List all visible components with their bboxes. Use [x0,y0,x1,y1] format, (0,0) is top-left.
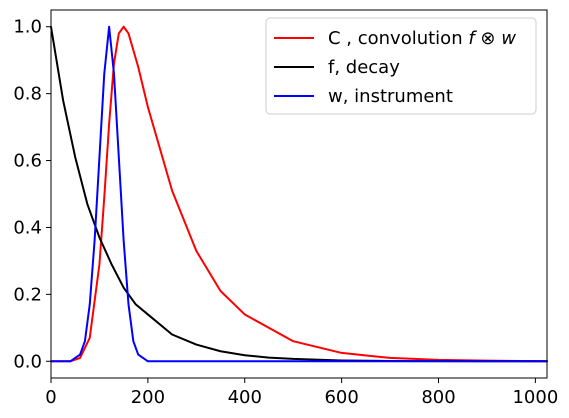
x-tick-label: 200 [131,387,165,408]
y-axis: 0.0 0.2 0.4 0.6 0.8 1.0 [13,17,51,372]
y-tick-label: 0.0 [13,351,42,372]
legend: C , convolution f ⊗ w f, decay w, instrume… [265,17,537,115]
y-tick-label: 0.8 [13,84,42,105]
legend-label-2: w, instrument [328,86,453,107]
x-tick-label: 600 [324,387,358,408]
series-line-2 [50,25,548,363]
axes-frame [50,9,548,379]
y-tick-label: 0.6 [13,151,42,172]
legend-frame [265,17,537,115]
y-tick-label: 0.4 [13,217,42,238]
x-tick-label: 0 [45,387,56,408]
legend-label-0: C , convolution f ⊗ w [328,28,516,49]
x-tick-label: 800 [421,387,455,408]
x-axis: 0 200 400 600 800 1000 [45,378,558,408]
y-tick-label: 1.0 [13,17,42,38]
x-tick-label: 400 [228,387,262,408]
series-line-0 [50,25,548,363]
legend-label-1: f, decay [328,57,400,78]
y-tick-label: 0.2 [13,284,42,305]
plot-area [50,25,548,363]
x-tick-label: 1000 [512,387,558,408]
